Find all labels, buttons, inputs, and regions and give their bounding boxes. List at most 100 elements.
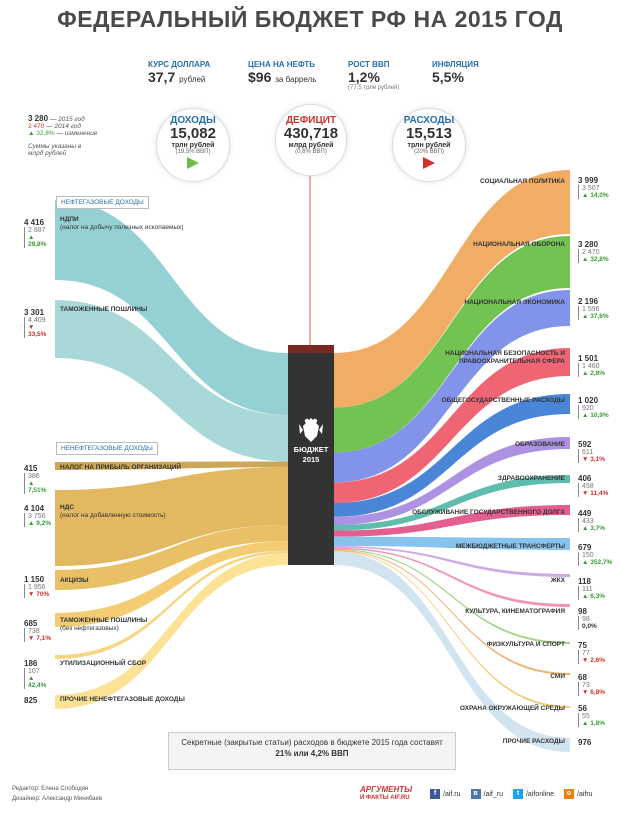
- expense-value-2015: 3 280: [578, 240, 599, 249]
- expense-flow: [334, 348, 570, 503]
- expense-flow: [334, 236, 570, 453]
- non-oil-header: НЕНЕФТЕГАЗОВЫЕ ДОХОДЫ: [56, 442, 158, 455]
- deficit-node-segment: [288, 345, 334, 353]
- expense-flow: [334, 505, 570, 537]
- expense-value-2014: 1 460: [578, 363, 618, 370]
- expense-change: ▼ 6,8%: [578, 689, 618, 696]
- indicator-value: $96 за баррель: [248, 69, 317, 85]
- income-flow: [55, 524, 288, 590]
- expense-label: РАСХОДЫ: [403, 115, 455, 126]
- income-source-label: ПРОЧИЕ НЕНЕФТЕГАЗОВЫЕ ДОХОДЫ: [60, 696, 230, 704]
- indicator-value: 5,5%: [432, 69, 464, 85]
- indicator-value: 1,2%: [348, 69, 380, 85]
- expense-unit: трлн рублей: [407, 142, 451, 149]
- income-change: ▲ 42,4%: [24, 675, 54, 689]
- expense-values: 679 150 ▲ 352,7%: [578, 543, 618, 566]
- income-source-note: (налог на добычу полезных ископаемых): [60, 224, 184, 231]
- expense-change: ▼ 3,1%: [578, 456, 618, 463]
- deficit-label: ДЕФИЦИТ: [285, 115, 337, 126]
- deficit-note: (0,6% ВВП): [295, 149, 327, 155]
- expense-values: 1 020 920 ▲ 10,9%: [578, 396, 618, 419]
- expense-values: 406 458 ▼ 11,4%: [578, 474, 618, 497]
- budget-node-year: 2015: [303, 455, 320, 464]
- expense-value-2015: 56: [578, 704, 587, 713]
- income-value-2014: 1 956: [24, 584, 54, 591]
- expense-value-2015: 449: [578, 509, 592, 518]
- oil-gas-header: НЕФТЕГАЗОВЫЕ ДОХОДЫ: [56, 196, 149, 209]
- income-value-2014: 3 756: [24, 513, 54, 520]
- expense-values: 3 280 2 470 ▲ 32,8%: [578, 240, 618, 263]
- social-odnoklassniki[interactable]: о/aifru: [564, 789, 593, 799]
- facebook-icon: f: [430, 789, 440, 799]
- expense-flow: [334, 550, 570, 708]
- expense-category-label: СОЦИАЛЬНАЯ ПОЛИТИКА: [480, 178, 565, 185]
- income-change: ▼ 33,5%: [24, 324, 54, 338]
- income-source-name: НДПИ: [60, 216, 79, 223]
- twitter-icon: t: [512, 789, 523, 799]
- income-flow: [55, 200, 288, 416]
- income-flow: [55, 300, 288, 462]
- expense-value-2014: 3 507: [578, 185, 618, 192]
- expense-category-label: НАЦИОНАЛЬНАЯ БЕЗОПАСНОСТЬ И ПРАВООХРАНИТ…: [445, 350, 565, 365]
- expense-values: 449 433 ▲ 3,7%: [578, 509, 618, 532]
- income-source-name: АКЦИЗЫ: [60, 577, 89, 584]
- income-flow: [55, 553, 288, 709]
- revenue-label: ДОХОДЫ: [170, 115, 216, 126]
- expense-change: ▲ 37,6%: [578, 313, 618, 320]
- income-value-2014: 386: [24, 473, 54, 480]
- legend-2014-label: — 2014 год: [46, 123, 82, 130]
- income-values: 415 386 ▲ 7,51%: [24, 464, 54, 494]
- social-twitter[interactable]: t/aifonline: [512, 789, 554, 799]
- expense-category-label: НАЦИОНАЛЬНАЯ ЭКОНОМИКА: [464, 299, 565, 306]
- expense-category-label: МЕЖБЮДЖЕТНЫЕ ТРАНСФЕРТЫ: [455, 543, 565, 550]
- indicator-label: РОСТ ВВП: [348, 60, 390, 69]
- income-source-label: НАЛОГ НА ПРИБЫЛЬ ОРГАНИЗАЦИЙ: [60, 464, 230, 472]
- income-value-2014: 738: [24, 628, 54, 635]
- indicator-label: КУРС ДОЛЛАРА: [148, 60, 211, 69]
- indicator-gdp: РОСТ ВВП 1,2% (77,5 трлн рублей): [348, 60, 399, 91]
- budget-node-label: БЮДЖЕТ: [294, 445, 329, 454]
- social-vk[interactable]: в/aif_ru: [470, 789, 503, 799]
- income-change: ▼ 7,1%: [24, 635, 54, 642]
- expense-category-label: ОХРАНА ОКРУЖАЮЩЕЙ СРЕДЫ: [459, 705, 565, 712]
- income-change: ▼ 70%: [24, 591, 54, 598]
- expense-category-label: ЖКХ: [550, 577, 565, 584]
- expense-values: 98 98 0,0%: [578, 607, 618, 630]
- income-value-2015: 4 104: [24, 504, 45, 513]
- expense-change: ▲ 2,8%: [578, 370, 618, 377]
- income-value-2014: 4 409: [24, 317, 54, 324]
- income-value-2015: 4 416: [24, 218, 45, 227]
- income-values: 4 416 2 887 ▲ 29,8%: [24, 218, 54, 248]
- income-value-2015: 3 301: [24, 308, 45, 317]
- income-source-name: НДС: [60, 504, 75, 511]
- expense-flow: [334, 549, 570, 675]
- expense-change: ▲ 352,7%: [578, 559, 618, 566]
- expense-value-2015: 1 501: [578, 354, 599, 363]
- indicator-note: (77,5 трлн рублей): [348, 85, 400, 91]
- expense-flow: [334, 290, 570, 483]
- expense-values: 2 196 1 596 ▲ 37,6%: [578, 297, 618, 320]
- expense-value-2014: 1 596: [578, 306, 618, 313]
- expense-change: ▼ 11,4%: [578, 490, 618, 497]
- expense-flow: [334, 170, 570, 408]
- expense-value-2015: 679: [578, 543, 592, 552]
- income-values: 186 107 ▲ 42,4%: [24, 659, 54, 689]
- income-flow: [55, 461, 288, 470]
- income-value-2015: 186: [24, 659, 38, 668]
- revenue-unit: трлн рублей: [171, 142, 215, 149]
- expense-value-2015: 1 020: [578, 396, 599, 405]
- secret-note-value: 21% или 4,2% ВВП: [275, 749, 349, 758]
- income-value-2015: 685: [24, 619, 38, 628]
- expense-value-2014: 433: [578, 518, 618, 525]
- income-source-label: ТАМОЖЕННЫЕ ПОШЛИНЫ: [60, 306, 230, 314]
- arrow-right-icon: [187, 157, 199, 169]
- indicator-dollar: КУРС ДОЛЛАРА 37,7 рублей: [148, 60, 210, 85]
- expense-value-2015: 118: [578, 577, 591, 586]
- social-facebook[interactable]: f/aif.ru: [430, 789, 461, 799]
- legend-units-note: Суммы указаны в млрд рублей: [28, 143, 82, 157]
- deficit-value: 430,718: [283, 125, 339, 142]
- footer-editor: Редактор: Елена Слободян: [12, 786, 89, 792]
- vk-icon: в: [470, 789, 481, 799]
- legend-change-value: ▲ 32,8%: [28, 130, 55, 137]
